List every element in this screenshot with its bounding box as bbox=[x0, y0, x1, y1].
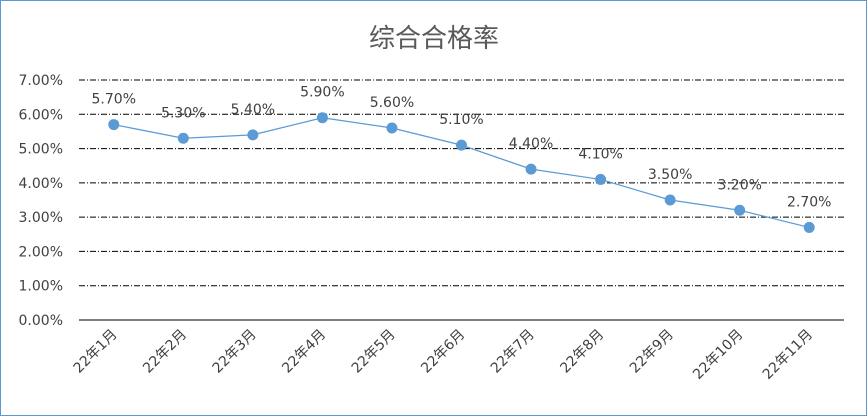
series-line bbox=[113, 117, 810, 229]
data-labels: 5.70% 5.30% 5.40% 5.90% 5.60% 5.10% 4.40% 4.10%… bbox=[92, 85, 832, 211]
chart-title: 综合合格率 bbox=[369, 24, 499, 54]
x-tick-label: 22年10月 bbox=[690, 327, 746, 383]
x-tick-label: 22年8月 bbox=[557, 327, 607, 377]
series-layer bbox=[108, 112, 815, 233]
data-point bbox=[734, 204, 746, 216]
y-tick-label: 6.00% bbox=[19, 107, 63, 123]
data-label: 2.70% bbox=[787, 194, 831, 210]
data-label: 5.90% bbox=[300, 85, 344, 101]
data-label: 5.60% bbox=[370, 95, 414, 111]
y-tick-label: 4.00% bbox=[19, 176, 63, 192]
data-point bbox=[525, 163, 537, 175]
data-point bbox=[108, 119, 120, 131]
y-axis-ticks: 0.00% 1.00% 2.00% 3.00% 4.00% 5.00% 6.00% 7.00% bbox=[19, 73, 63, 329]
x-axis-ticks: 22年1月 22年2月 22年3月 22年4月 22年5月 22年6月 22年7月 22年8月… bbox=[71, 327, 816, 383]
data-point bbox=[664, 194, 676, 206]
data-label: 4.40% bbox=[509, 136, 553, 152]
data-point bbox=[386, 122, 398, 134]
data-label: 3.50% bbox=[648, 167, 692, 183]
data-label: 4.10% bbox=[578, 146, 622, 162]
x-tick-label: 22年7月 bbox=[488, 327, 538, 377]
data-point bbox=[177, 132, 189, 144]
data-label: 3.20% bbox=[717, 177, 761, 193]
x-tick-label: 22年5月 bbox=[349, 327, 399, 377]
x-tick-label: 22年4月 bbox=[279, 327, 329, 377]
y-tick-label: 1.00% bbox=[19, 279, 63, 295]
y-tick-label: 2.00% bbox=[19, 244, 63, 260]
x-tick-label: 22年3月 bbox=[210, 327, 260, 377]
data-point bbox=[803, 221, 815, 233]
x-tick-label: 22年2月 bbox=[140, 327, 190, 377]
data-label: 5.30% bbox=[161, 105, 205, 121]
x-tick-label: 22年9月 bbox=[627, 327, 677, 377]
data-point bbox=[456, 139, 467, 151]
x-tick-label: 22年6月 bbox=[418, 327, 468, 377]
data-point bbox=[316, 112, 328, 124]
data-label: 5.40% bbox=[231, 102, 275, 118]
data-point bbox=[247, 129, 259, 141]
x-tick-label: 22年1月 bbox=[71, 327, 121, 377]
data-label: 5.70% bbox=[92, 92, 136, 108]
y-tick-label: 7.00% bbox=[19, 73, 63, 89]
y-tick-label: 5.00% bbox=[19, 142, 63, 158]
x-tick-label: 22年11月 bbox=[760, 327, 816, 383]
data-point bbox=[595, 173, 607, 185]
y-tick-label: 0.00% bbox=[19, 313, 63, 329]
y-tick-label: 3.00% bbox=[19, 210, 63, 226]
data-label: 5.10% bbox=[439, 112, 483, 128]
